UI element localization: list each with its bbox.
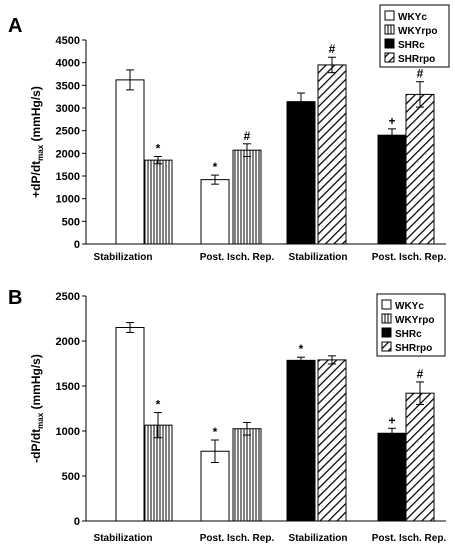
legend-label: WKYrpo <box>395 315 434 326</box>
significance-mark: * <box>299 342 304 356</box>
y-axis-label: -dP/dtmax (mmHg/s) <box>29 354 45 463</box>
legend-label: WKYrpo <box>398 26 437 37</box>
category-label: Post. Isch. Rep. <box>200 252 275 263</box>
legend-swatch <box>381 299 392 310</box>
legend-label: SHRc <box>395 329 422 340</box>
significance-mark: # <box>417 367 424 381</box>
significance-mark: # <box>329 42 336 56</box>
significance-mark: * <box>213 160 218 174</box>
legend-label: SHRrpo <box>398 54 435 65</box>
significance-mark: * <box>156 398 161 412</box>
bar-wkyc <box>115 327 145 522</box>
legend-swatch <box>384 38 395 49</box>
y-tick-label: 2000 <box>56 148 80 160</box>
legend-label: WKYc <box>398 12 427 23</box>
y-tick-label: 0 <box>74 516 80 528</box>
bar-wkyrpo <box>143 159 173 245</box>
legend-swatch <box>384 24 395 35</box>
bar-shrc <box>377 432 407 522</box>
y-axis-label-main: +dP/dt <box>29 161 43 198</box>
panel-letter: B <box>8 287 22 309</box>
panel-letter: A <box>8 15 22 37</box>
y-tick-label: 4000 <box>56 58 80 70</box>
bar-wkyc <box>115 79 145 245</box>
category-label: Stabilization <box>289 252 348 263</box>
legend-label: SHRrpo <box>395 343 432 354</box>
y-tick-label: 2500 <box>56 291 80 303</box>
y-tick-label: 0 <box>74 239 80 251</box>
bar-wkyrpo <box>232 149 262 245</box>
chart-panel-b: B 0 500 1000 1500 2000 2500 -dP/dtmax (mmHg/s) *… <box>8 287 446 544</box>
y-tick-label: 1500 <box>56 381 80 393</box>
category-label: Post. Isch. Rep. <box>200 533 275 544</box>
category-label: Stabilization <box>289 533 348 544</box>
category-label: Stabilization <box>94 533 153 544</box>
category-label: Stabilization <box>94 252 153 263</box>
significance-mark: * <box>213 425 218 439</box>
significance-mark: + <box>388 413 395 427</box>
significance-mark: + <box>388 114 395 128</box>
chart-panel-a: A 0 500 1000 1500 2000 2500 3000 3500 4000 4500 +dP… <box>8 4 450 263</box>
bar-shrrpo <box>317 64 347 245</box>
bar-shrrpo <box>405 93 435 245</box>
legend-swatch <box>381 313 392 324</box>
bar-wkyc <box>200 179 230 245</box>
y-axis-label-unit: (mmHg/s) <box>29 86 43 145</box>
y-tick-label: 3000 <box>56 103 80 115</box>
bar-shrc <box>286 101 316 245</box>
y-axis-label-sub: max <box>36 144 45 161</box>
bar-shrc <box>286 359 316 522</box>
y-axis-label-sub: max <box>36 412 45 429</box>
bar-wkyrpo <box>143 424 173 522</box>
significance-mark: # <box>244 129 251 143</box>
y-tick-label: 1500 <box>56 171 80 183</box>
y-tick-label: 500 <box>62 216 80 228</box>
y-tick-label: 500 <box>62 471 80 483</box>
bar-shrc <box>377 134 407 245</box>
bar-shrrpo <box>317 359 347 522</box>
legend-label: SHRc <box>398 40 425 51</box>
category-label: Post. Isch. Rep. <box>372 252 447 263</box>
y-axis-label-main: -dP/dt <box>29 429 43 463</box>
y-tick-label: 4500 <box>56 35 80 47</box>
y-axis-label-unit: (mmHg/s) <box>29 354 43 413</box>
significance-mark: # <box>417 67 424 81</box>
y-tick-label: 2000 <box>56 336 80 348</box>
y-axis-label: +dP/dtmax (mmHg/s) <box>29 86 45 198</box>
legend-label: WKYc <box>395 301 424 312</box>
significance-mark: * <box>156 142 161 156</box>
legend-swatch <box>381 341 392 352</box>
bar-wkyrpo <box>232 428 262 522</box>
category-label: Post. Isch. Rep. <box>372 533 447 544</box>
legend-swatch <box>384 10 395 21</box>
y-tick-label: 3500 <box>56 80 80 92</box>
legend-swatch <box>381 327 392 338</box>
legend-swatch <box>384 52 395 63</box>
y-tick-label: 1000 <box>56 194 80 206</box>
y-tick-label: 1000 <box>56 426 80 438</box>
bar-shrrpo <box>405 392 435 522</box>
y-tick-label: 2500 <box>56 126 80 138</box>
